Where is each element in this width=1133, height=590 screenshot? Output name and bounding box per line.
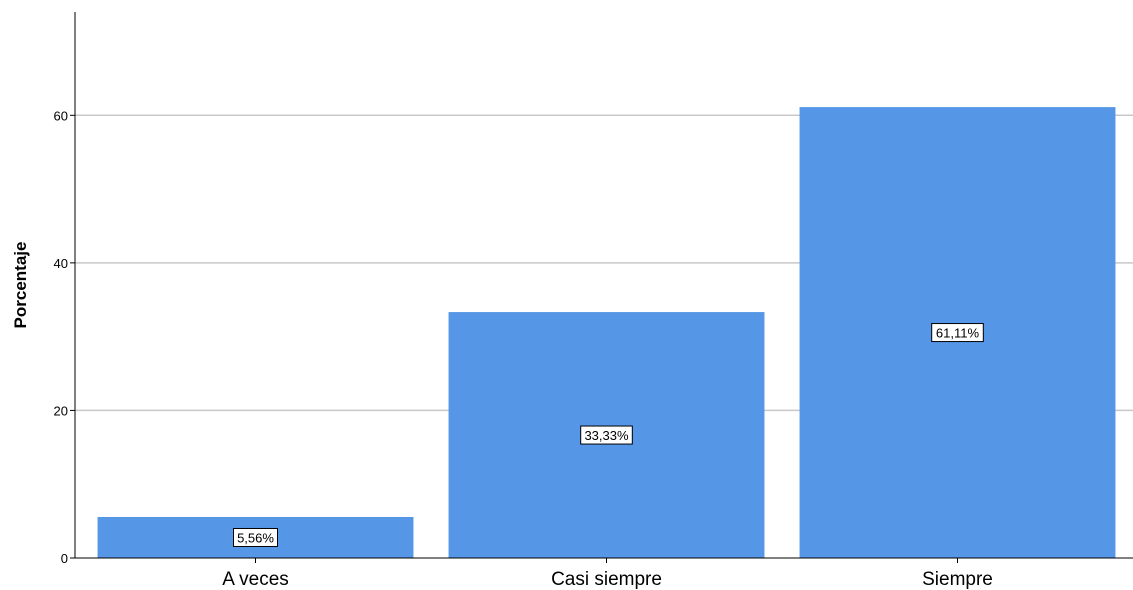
y-tick-label: 0	[61, 551, 68, 566]
y-tick-label: 20	[54, 403, 68, 418]
data-label-box	[931, 323, 984, 343]
x-ticks: A veces Casi siempre Siempre	[222, 558, 993, 590]
data-label: 61,11%	[936, 326, 980, 341]
x-tick-label: A veces	[222, 569, 289, 590]
y-axis-label: Porcentaje	[11, 242, 30, 329]
data-label: 5,56%	[237, 530, 274, 545]
x-tick-label: Casi siempre	[551, 569, 662, 590]
x-tick-label: Siempre	[922, 569, 993, 590]
bars	[97, 107, 1116, 558]
data-label-box	[580, 425, 633, 445]
data-labels: 5,56% 33,33% 61,11%	[233, 323, 984, 547]
y-tick-label: 40	[54, 256, 68, 271]
data-label-box	[233, 527, 278, 547]
y-tick-label: 60	[54, 108, 68, 123]
y-ticks: 0 20 40 60	[54, 108, 75, 566]
data-label: 33,33%	[584, 428, 629, 443]
